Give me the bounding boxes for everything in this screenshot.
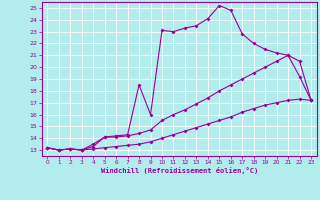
X-axis label: Windchill (Refroidissement éolien,°C): Windchill (Refroidissement éolien,°C)	[100, 167, 258, 174]
